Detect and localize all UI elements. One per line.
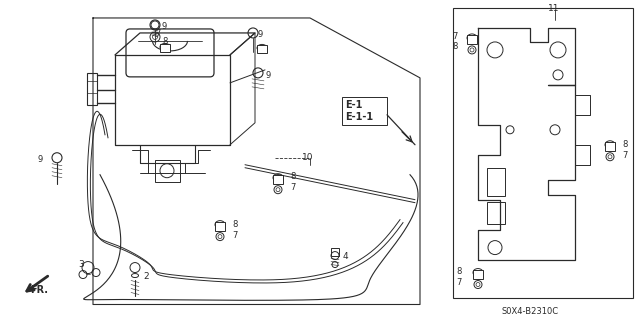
Bar <box>273 175 283 184</box>
Ellipse shape <box>160 43 170 50</box>
Circle shape <box>488 241 502 255</box>
Circle shape <box>216 233 224 241</box>
Circle shape <box>474 280 482 288</box>
Bar <box>215 222 225 231</box>
Ellipse shape <box>473 269 483 277</box>
Text: E-1: E-1 <box>345 100 362 110</box>
Bar <box>467 35 477 44</box>
Ellipse shape <box>257 44 267 51</box>
Circle shape <box>606 153 614 161</box>
Text: 8: 8 <box>232 220 237 229</box>
Ellipse shape <box>467 34 477 42</box>
Text: 7: 7 <box>232 231 237 240</box>
Text: 8: 8 <box>456 267 462 276</box>
Text: 4: 4 <box>343 252 349 261</box>
Bar <box>155 160 180 182</box>
Text: 9: 9 <box>37 155 42 164</box>
Bar <box>160 44 170 52</box>
Bar <box>473 270 483 278</box>
Text: E-1-1: E-1-1 <box>345 112 373 122</box>
Text: 8: 8 <box>290 172 296 181</box>
Text: 2: 2 <box>143 271 148 280</box>
Text: 7: 7 <box>456 278 462 286</box>
Bar <box>87 73 97 105</box>
Bar <box>331 248 339 256</box>
Text: 8: 8 <box>622 140 627 149</box>
Ellipse shape <box>605 141 615 149</box>
Circle shape <box>553 70 563 80</box>
Ellipse shape <box>273 174 283 182</box>
Bar <box>487 168 505 196</box>
Text: 8: 8 <box>452 42 458 51</box>
Circle shape <box>274 186 282 194</box>
Text: 7: 7 <box>290 183 296 192</box>
Bar <box>487 202 505 224</box>
Bar <box>257 45 267 53</box>
Circle shape <box>160 164 174 178</box>
Text: 8: 8 <box>162 37 168 46</box>
Circle shape <box>487 42 503 58</box>
Text: FR.: FR. <box>30 285 48 294</box>
Text: 7: 7 <box>622 151 627 160</box>
Text: 9: 9 <box>265 71 270 80</box>
Bar <box>342 97 387 125</box>
Text: 9: 9 <box>258 30 263 39</box>
Text: 3: 3 <box>78 260 84 269</box>
Text: S0X4-B2310C: S0X4-B2310C <box>501 308 559 316</box>
Text: 10: 10 <box>302 153 314 162</box>
Bar <box>453 8 633 298</box>
Text: 11: 11 <box>548 4 559 13</box>
Ellipse shape <box>215 221 225 229</box>
Text: 7: 7 <box>452 32 458 41</box>
Bar <box>605 142 615 151</box>
Circle shape <box>550 42 566 58</box>
FancyBboxPatch shape <box>126 29 214 77</box>
Circle shape <box>150 32 160 42</box>
Text: 7: 7 <box>155 29 161 38</box>
Circle shape <box>468 46 476 54</box>
Text: 9: 9 <box>162 22 167 31</box>
